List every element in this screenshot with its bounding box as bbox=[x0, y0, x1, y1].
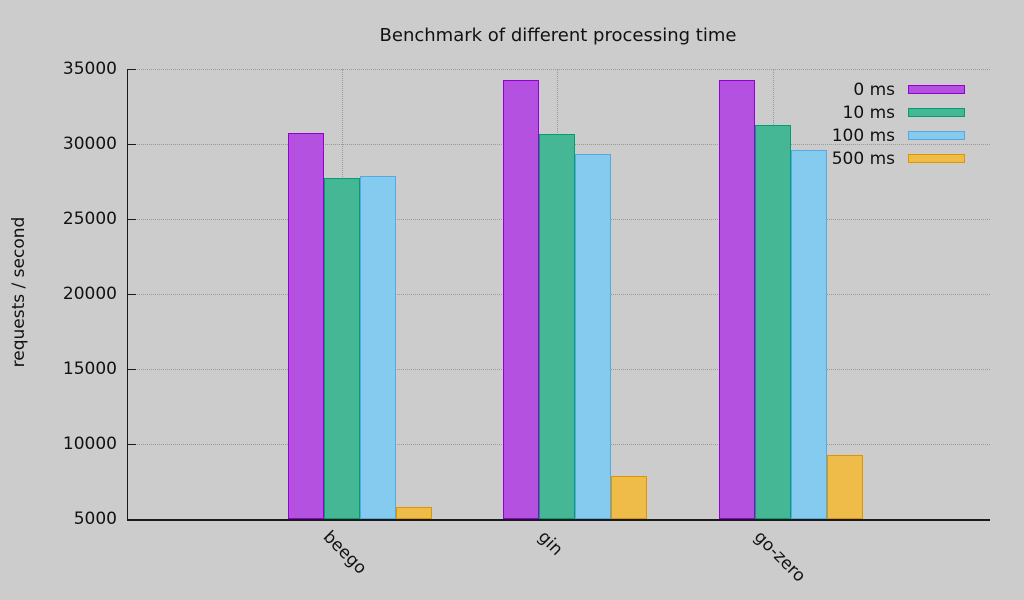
y-tick-label: 15000 bbox=[62, 359, 117, 379]
legend-label: 100 ms bbox=[831, 125, 895, 146]
legend-row: 0 ms bbox=[700, 78, 965, 101]
y-tick-label: 5000 bbox=[73, 509, 117, 529]
legend-row: 10 ms bbox=[700, 101, 965, 124]
y-tick-label: 10000 bbox=[62, 434, 117, 454]
y-tick-mark bbox=[128, 294, 136, 295]
y-tick-mark bbox=[128, 444, 136, 445]
y-tick-mark bbox=[128, 519, 136, 520]
y-tick-mark bbox=[128, 69, 136, 70]
y-tick-label: 20000 bbox=[62, 284, 117, 304]
bar-beego-100ms bbox=[360, 176, 396, 519]
bar-gin-100ms bbox=[575, 153, 611, 519]
legend-label: 10 ms bbox=[842, 102, 895, 123]
x-tick-label: beego bbox=[318, 527, 371, 579]
bar-gin-0ms bbox=[503, 79, 539, 519]
h-gridline bbox=[128, 69, 990, 70]
bar-go-zero-100ms bbox=[791, 150, 827, 519]
legend-label: 0 ms bbox=[853, 79, 895, 100]
x-tick-label: gin bbox=[533, 527, 567, 560]
y-tick-label: 25000 bbox=[62, 209, 117, 229]
y-tick-mark bbox=[128, 219, 136, 220]
bar-go-zero-500ms bbox=[827, 455, 863, 519]
y-tick-label: 30000 bbox=[62, 134, 117, 154]
y-tick-mark bbox=[128, 369, 136, 370]
y-tick-mark bbox=[128, 144, 136, 145]
x-tick-label: go-zero bbox=[749, 527, 810, 587]
legend-swatch bbox=[908, 154, 965, 163]
legend: 0 ms 10 ms 100 ms 500 ms bbox=[700, 78, 965, 170]
plot-area bbox=[127, 69, 990, 521]
legend-swatch bbox=[908, 131, 965, 140]
bar-beego-500ms bbox=[396, 507, 432, 519]
legend-swatch bbox=[908, 85, 965, 94]
legend-row: 500 ms bbox=[700, 147, 965, 170]
chart-title: Benchmark of different processing time bbox=[379, 25, 737, 46]
legend-label: 500 ms bbox=[831, 148, 895, 169]
bar-go-zero-10ms bbox=[755, 125, 791, 519]
bar-gin-10ms bbox=[539, 134, 575, 519]
legend-swatch bbox=[908, 108, 965, 117]
bar-beego-10ms bbox=[324, 177, 360, 519]
y-tick-label: 35000 bbox=[62, 59, 117, 79]
bar-gin-500ms bbox=[611, 475, 647, 519]
bar-beego-0ms bbox=[288, 132, 324, 519]
legend-row: 100 ms bbox=[700, 124, 965, 147]
bar-go-zero-0ms bbox=[719, 80, 755, 519]
